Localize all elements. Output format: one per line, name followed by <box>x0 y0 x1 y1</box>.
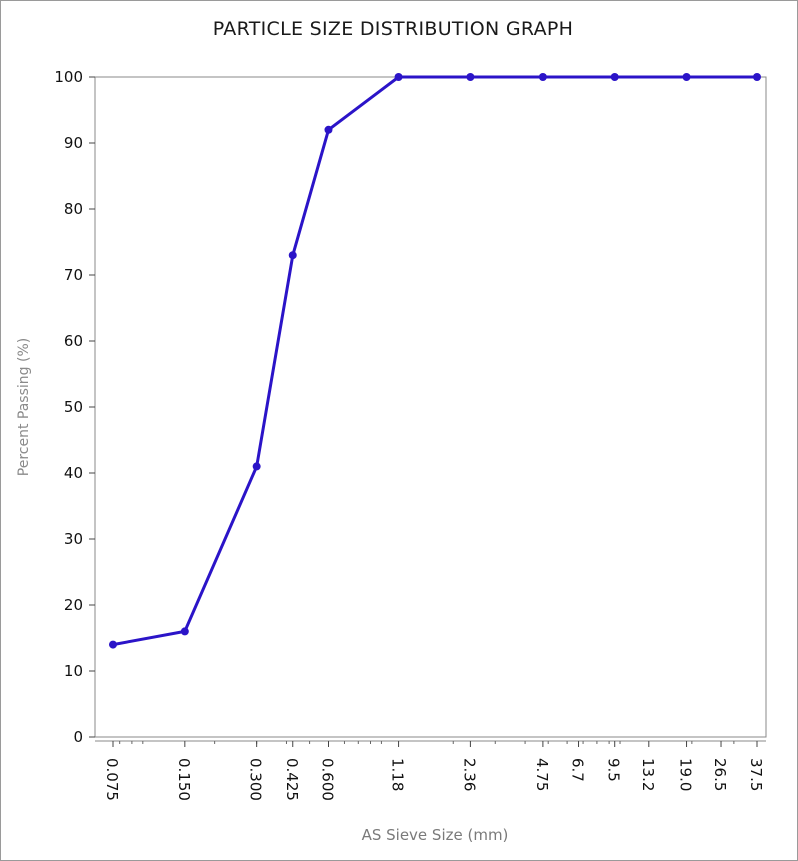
x-axis-label: AS Sieve Size (mm) <box>361 826 509 844</box>
x-tick-label: 9.5 <box>605 758 623 782</box>
y-tick-label: 70 <box>64 266 83 284</box>
chart-title: PARTICLE SIZE DISTRIBUTION GRAPH <box>212 18 574 40</box>
x-tick-label: 26.5 <box>711 758 729 791</box>
x-tick-label: 0.300 <box>247 758 265 801</box>
data-point <box>180 627 189 636</box>
data-point <box>109 640 117 649</box>
y-tick-labels: 0 10 20 30 40 50 60 70 80 90 100 <box>54 68 83 746</box>
series-passing <box>109 73 761 649</box>
data-point <box>610 73 619 81</box>
y-tick-label: 40 <box>64 464 83 482</box>
data-point <box>753 73 761 81</box>
data-point <box>288 251 297 260</box>
x-tick-label: 4.75 <box>533 758 551 791</box>
axes <box>89 76 767 747</box>
y-tick-label: 80 <box>64 200 83 218</box>
x-tick-label: 19.0 <box>677 758 695 791</box>
y-tick-label: 10 <box>64 662 83 680</box>
x-tick-label: 6.7 <box>569 758 587 782</box>
data-point <box>252 462 261 471</box>
data-point <box>538 73 547 81</box>
y-tick-label: 30 <box>64 530 83 548</box>
data-point <box>682 73 691 81</box>
y-tick-label: 0 <box>73 728 83 746</box>
y-tick-label: 20 <box>64 596 83 614</box>
y-tick-label: 50 <box>64 398 83 416</box>
x-tick-label: 0.600 <box>318 758 336 801</box>
y-tick-label: 60 <box>64 332 83 350</box>
x-tick-label: 13.2 <box>639 758 657 791</box>
y-tick-label: 100 <box>54 68 83 86</box>
data-point <box>466 73 475 81</box>
x-tick-label: 1.18 <box>389 758 407 791</box>
x-tick-labels: 0.075 0.150 0.300 0.425 0.600 1.18 2.36 4.75 6.7… <box>103 758 765 801</box>
x-tick-label: 2.36 <box>460 758 478 791</box>
data-point <box>324 125 333 134</box>
x-tick-label: 0.425 <box>283 758 301 801</box>
x-tick-label: 0.150 <box>175 758 193 801</box>
x-tick-label: 0.075 <box>103 758 121 801</box>
x-tick-label: 37.5 <box>747 758 765 791</box>
y-tick-label: 90 <box>64 134 83 152</box>
plot-area <box>94 76 767 738</box>
data-point <box>394 73 403 81</box>
